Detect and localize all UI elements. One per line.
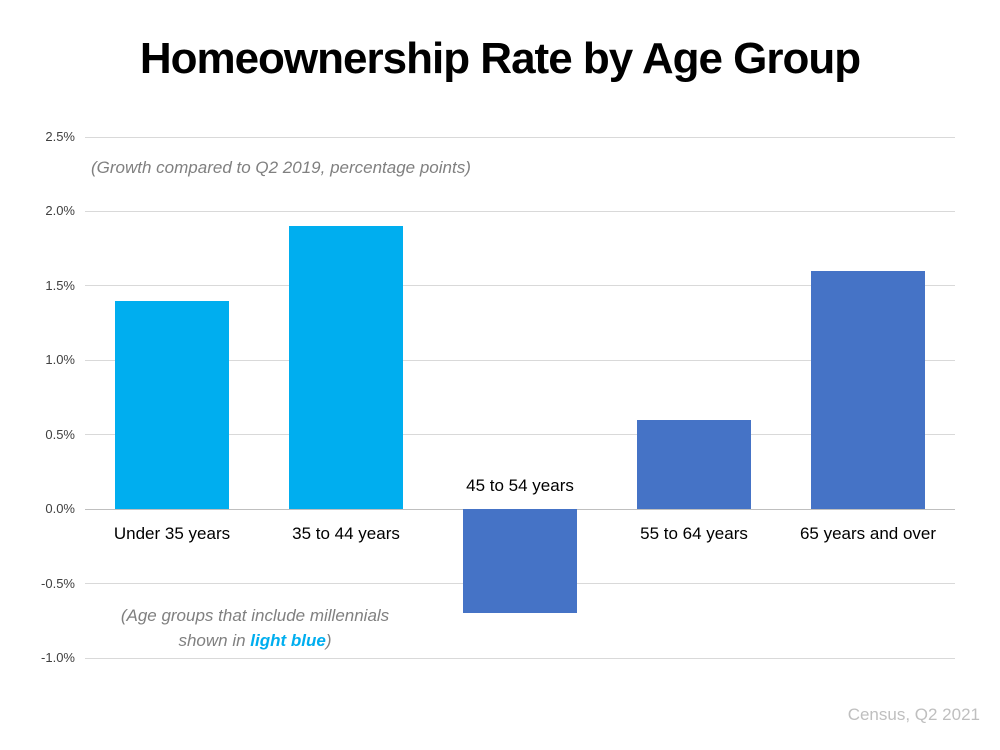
gridline (85, 657, 955, 659)
gridline (85, 434, 955, 436)
y-axis-tick-label: 2.5% (45, 129, 75, 144)
y-axis-tick-label: 0.0% (45, 501, 75, 517)
millennial-note: (Age groups that include millennials show… (95, 603, 415, 653)
y-axis-tick-label: -1.0% (41, 650, 75, 665)
x-category-label-55-to-64-years: 55 to 64 years (640, 524, 748, 544)
chart-subtitle: (Growth compared to Q2 2019, percentage … (91, 158, 471, 177)
chart-title: Homeownership Rate by Age Group (139, 34, 861, 83)
note-light-blue-text: light blue (250, 631, 326, 650)
x-category-label-65-years-and-over: 65 years and over (799, 524, 937, 544)
y-axis-tick-label: 1.0% (45, 352, 75, 368)
source-caption: Census, Q2 2021 (847, 705, 980, 724)
bar-35-to-44-years (289, 226, 403, 510)
note-line1: (Age groups that include millennials (120, 606, 390, 625)
bar-45-to-54-years (463, 509, 577, 614)
gridline (85, 285, 955, 287)
note-line2-prefix: shown in (178, 631, 251, 650)
gridline (85, 136, 955, 138)
bar-65-years-and-over (811, 270, 925, 510)
x-category-label-45-to-54-years: 45 to 54 years (466, 476, 574, 496)
note-line2-suffix: ) (325, 631, 332, 650)
bar-under-35-years (115, 300, 229, 510)
y-axis-tick-label: 0.5% (45, 426, 75, 442)
gridline (85, 210, 955, 212)
gridline (85, 359, 955, 361)
y-axis-tick-label: -0.5% (41, 575, 75, 591)
x-category-label-35-to-44-years: 35 to 44 years (292, 524, 400, 544)
x-category-label-under-35-years: Under 35 years (113, 524, 231, 544)
y-axis-tick-label: 1.5% (45, 277, 75, 293)
y-axis-tick-label: 2.0% (45, 203, 75, 219)
bar-55-to-64-years (637, 419, 751, 510)
